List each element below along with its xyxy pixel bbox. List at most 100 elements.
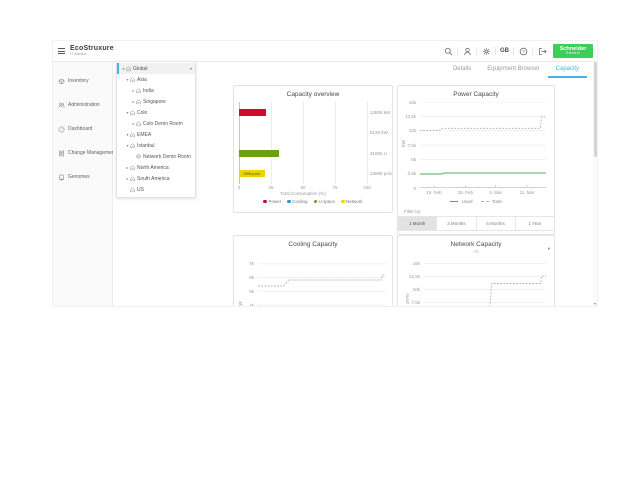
chevron-right-icon: ▸ xyxy=(132,120,135,126)
tab-capacity[interactable]: Capacity xyxy=(547,63,587,78)
chart-title: Power Capacity xyxy=(453,91,499,98)
chart-title: Capacity overview xyxy=(286,91,340,98)
chevron-down-icon: ▾ xyxy=(126,109,129,115)
location-menu-caret-icon[interactable]: ▾ xyxy=(189,66,192,71)
gridline xyxy=(367,102,368,184)
chevron-down-icon: ▾ xyxy=(126,76,129,82)
help-icon[interactable]: ? xyxy=(518,46,528,56)
sidebar-item-genomes[interactable]: Genomes xyxy=(53,165,112,189)
gridline xyxy=(335,102,336,184)
tree-item-singapore[interactable]: ▸ Singapore xyxy=(132,98,166,105)
change-management-icon xyxy=(58,144,65,162)
legend-dot xyxy=(313,199,317,204)
filter-button-1-month[interactable]: 1 Month xyxy=(398,217,438,230)
filter-button-3-months[interactable]: 3 Months xyxy=(437,217,477,230)
logo-title: EcoStruxure xyxy=(70,45,114,53)
y-tick-label: 5k xyxy=(411,156,416,162)
divider xyxy=(457,47,458,55)
gridline xyxy=(303,102,304,184)
settings-icon[interactable] xyxy=(481,46,491,56)
capacity-overview-plot: 2699 ports xyxy=(239,102,368,184)
y-tick-label: 2.5k xyxy=(407,171,416,177)
network-capacity-card: Network Capacity All ▾ ports 15k 12.5k 10k… xyxy=(397,235,555,306)
filter-buttons: 1 Month 3 Months 6 Months 1 Year xyxy=(398,216,554,231)
tree-item-south-america[interactable]: ▸ South America xyxy=(126,175,170,182)
chevron-right-icon: ▸ xyxy=(132,87,135,93)
tree-item-north-america[interactable]: ▸ North America xyxy=(126,164,169,171)
location-tree-panel: ▾ Global ▾ ▾ Asia ▸ India ▸ Singapore ▾ … xyxy=(116,61,196,198)
sidebar-item-change-management[interactable]: Change Management xyxy=(53,141,116,165)
chevron-down-icon: ▾ xyxy=(126,131,129,137)
building-icon xyxy=(130,164,135,171)
legend-dot xyxy=(341,199,345,204)
building-icon xyxy=(136,120,141,127)
filter-button-6-months[interactable]: 6 Months xyxy=(476,217,516,230)
logo-subtitle: IT Advisor xyxy=(70,52,87,57)
y-tick-label: 15k xyxy=(412,260,420,266)
tree-item-istanbul[interactable]: ▾ Istanbul xyxy=(126,142,155,149)
x-tick-label: 100 xyxy=(363,185,371,190)
tab-equipment-browser[interactable]: Equipment Browser xyxy=(487,66,540,72)
logout-icon[interactable] xyxy=(537,46,547,56)
legend-line-sample xyxy=(480,201,489,202)
legend-item: Total xyxy=(480,199,502,204)
tab-details[interactable]: Details xyxy=(452,66,472,72)
tree-item-network-demo-room[interactable]: Network Demo Room xyxy=(117,151,195,162)
building-icon xyxy=(136,87,141,94)
tree-item-emea[interactable]: ▾ EMEA xyxy=(126,131,152,138)
schneider-electric-logo: Schneider Electric xyxy=(553,44,593,58)
y-tick-label: 15k xyxy=(408,99,416,105)
dropdown-caret-icon[interactable]: ▾ xyxy=(547,246,550,251)
divider xyxy=(476,47,477,55)
legend-item: U space xyxy=(313,199,335,204)
tree-item-asia[interactable]: ▾ Asia xyxy=(126,76,147,83)
tree-item-colo-demo-room[interactable]: ▸ Colo Demo Room xyxy=(132,120,183,127)
topbar: EcoStruxure IT Advisor GB ? Schneider El… xyxy=(53,41,597,62)
scroll-down-icon[interactable]: ▾ xyxy=(593,301,596,306)
sidebar-nav: Inventory Administration Dashboard Chang… xyxy=(53,61,116,306)
sidebar-item-dashboard[interactable]: Dashboard xyxy=(53,117,112,141)
x-tick-label: 75 xyxy=(332,185,338,190)
scrollbar-thumb[interactable] xyxy=(593,62,597,157)
capacity-value-labels: 13808 kW 6128 kW 31965 U 13888 ports xyxy=(370,102,392,184)
search-icon[interactable] xyxy=(443,46,453,56)
chart-legend: Power Cooling U space Network xyxy=(234,199,392,204)
chevron-down-icon: ▾ xyxy=(126,142,129,148)
tree-item-global[interactable]: ▾ Global ▾ xyxy=(117,63,195,74)
legend-item: Cooling xyxy=(287,199,308,204)
network-capacity-plot xyxy=(424,258,546,306)
sidebar-item-administration[interactable]: Administration xyxy=(53,93,112,117)
y-tick-label: 4k xyxy=(249,302,254,307)
user-icon[interactable] xyxy=(462,46,472,56)
filter-button-1-year[interactable]: 1 Year xyxy=(515,217,554,230)
power-capacity-plot xyxy=(420,101,546,189)
y-tick-label: 12.5k xyxy=(404,113,416,119)
tree-item-colo[interactable]: ▾ Colo xyxy=(126,109,148,116)
y-axis-ticks: 15k 12.5k 10k 7.5k xyxy=(400,258,422,306)
bar-value-label: 2699 ports xyxy=(243,171,261,176)
legend-item: Network xyxy=(341,199,363,204)
y-axis-ticks: 0 2.5k 5k 7.5k 10k 12.5k 15k xyxy=(398,99,418,191)
tab-bar: Details Equipment Browser Capacity xyxy=(445,63,587,78)
capacity-total-label: 6128 kW xyxy=(370,130,388,136)
building-icon xyxy=(126,65,131,72)
tree-item-us[interactable]: US xyxy=(117,184,195,195)
inventory-icon xyxy=(58,72,65,90)
x-tick-label: 25 xyxy=(268,185,274,190)
x-axis-ticks: 18. Feb 25. Feb 4. Mar 11. Mar xyxy=(420,190,546,196)
gridline xyxy=(239,102,240,184)
topbar-actions: GB ? Schneider Electric xyxy=(443,44,597,58)
tree-item-india[interactable]: ▸ India xyxy=(132,87,154,94)
y-tick-label: 10k xyxy=(412,287,420,292)
x-tick-label: 4. Mar xyxy=(489,190,502,195)
building-icon xyxy=(130,131,135,138)
cooling-capacity-plot xyxy=(258,250,386,306)
menu-icon[interactable] xyxy=(58,47,65,56)
chart-title: Network Capacity xyxy=(450,241,502,248)
sidebar-item-inventory[interactable]: Inventory xyxy=(53,69,112,93)
building-icon xyxy=(130,175,135,182)
x-axis-ticks: 0 25 50 75 100 xyxy=(237,185,371,191)
legend-dot xyxy=(263,199,267,204)
locale-selector[interactable]: GB xyxy=(500,48,509,54)
x-tick-label: 0 xyxy=(237,185,241,190)
